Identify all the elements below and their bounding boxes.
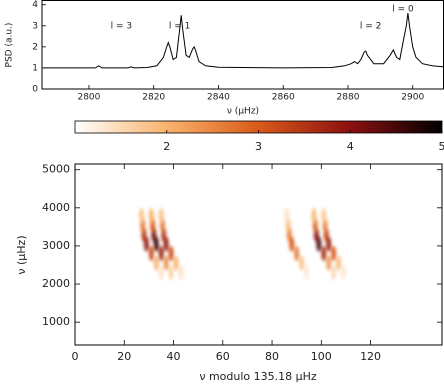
heatmap-cell bbox=[158, 207, 164, 223]
annotation: l = 3 bbox=[111, 21, 133, 31]
y-tick-label: 1000 bbox=[42, 315, 70, 328]
x-tick-label: 80 bbox=[265, 350, 279, 363]
x-tick-label: 2900 bbox=[401, 93, 424, 103]
heatmap-cell bbox=[311, 207, 317, 223]
heatmap-cell bbox=[321, 246, 327, 262]
heatmap-cell bbox=[158, 265, 164, 281]
heatmap-cell bbox=[168, 246, 174, 262]
x-tick-label: 20 bbox=[117, 350, 131, 363]
heatmap-cell bbox=[326, 255, 332, 271]
heatmap-cell bbox=[163, 255, 169, 271]
colorbar-tick-label: 3 bbox=[255, 140, 262, 153]
x-tick-label: 2820 bbox=[142, 93, 165, 103]
annotation: l = 2 bbox=[360, 21, 382, 31]
heatmap-cell bbox=[153, 255, 159, 271]
heatmap-cell bbox=[158, 246, 164, 262]
x-tick-label: 2860 bbox=[272, 93, 295, 103]
y-tick-label: 4000 bbox=[42, 201, 70, 214]
heatmap-cells bbox=[138, 207, 347, 281]
annotation: l = 0 bbox=[392, 4, 414, 14]
heatmap-cell bbox=[303, 265, 310, 281]
y-tick-label: 2000 bbox=[42, 277, 70, 290]
plot-frame bbox=[74, 163, 443, 346]
x-tick-label: 2880 bbox=[337, 93, 360, 103]
y-tick-label: 1 bbox=[32, 63, 38, 73]
heatmap-cell bbox=[138, 207, 145, 223]
y-tick-label: 3 bbox=[32, 21, 38, 31]
heatmap-cell bbox=[284, 207, 290, 223]
colorbar-tick-label: 5 bbox=[439, 140, 444, 153]
colorbar-tick-label: 4 bbox=[347, 140, 354, 153]
heatmap-cell bbox=[148, 246, 154, 262]
x-tick-label: 2800 bbox=[77, 93, 100, 103]
y-tick-label: 3000 bbox=[42, 239, 70, 252]
y-tick-label: 5000 bbox=[42, 163, 70, 176]
heatmap-cell bbox=[148, 207, 154, 223]
heatmap-cell bbox=[335, 255, 342, 271]
x-axis-label: ν (μHz) bbox=[227, 107, 259, 117]
heatmap-cell bbox=[331, 246, 337, 262]
y-tick-label: 2 bbox=[32, 42, 38, 52]
colorbar-tick-label: 2 bbox=[163, 140, 170, 153]
y-tick-label: 4 bbox=[32, 0, 38, 10]
plot-frame bbox=[41, 0, 444, 90]
heatmap-cell bbox=[340, 265, 347, 281]
x-tick-label: 100 bbox=[311, 350, 332, 363]
heatmap-cell bbox=[321, 207, 327, 223]
x-tick-label: 0 bbox=[72, 350, 79, 363]
heatmap-cell bbox=[173, 255, 179, 271]
spectrum-line bbox=[43, 13, 444, 69]
heatmap-cell bbox=[178, 265, 184, 281]
annotation: l = 1 bbox=[169, 21, 191, 31]
x-tick-label: 60 bbox=[216, 350, 230, 363]
x-axis-label: ν modulo 135.18 μHz bbox=[199, 370, 317, 383]
y-axis-label: PSD (a.u.) bbox=[5, 23, 15, 68]
y-tick-label: 0 bbox=[32, 85, 38, 95]
x-tick-label: 2840 bbox=[207, 93, 230, 103]
heatmap-cell bbox=[168, 265, 174, 281]
heatmap-cell bbox=[299, 255, 305, 271]
x-tick-label: 120 bbox=[360, 350, 381, 363]
y-axis-label: ν (μHz) bbox=[15, 235, 28, 274]
heatmap-cell bbox=[331, 265, 337, 281]
heatmap-cell bbox=[294, 246, 300, 262]
x-tick-label: 40 bbox=[167, 350, 181, 363]
